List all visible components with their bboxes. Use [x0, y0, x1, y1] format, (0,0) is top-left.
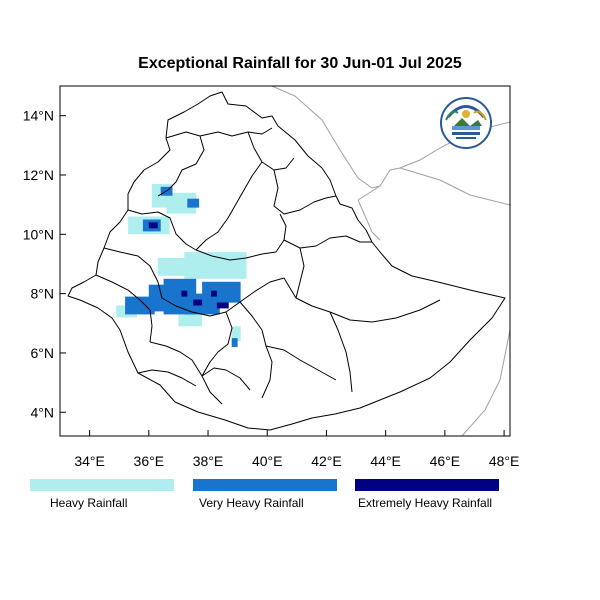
rain-cell-very-heavy — [231, 338, 238, 347]
lon-tick-label: 40°E — [252, 453, 283, 469]
latitude-ticks: 4°N 6°N 8°N 10°N 12°N 14°N — [23, 108, 66, 420]
lon-tick-label: 36°E — [134, 453, 165, 469]
rain-cell-heavy — [178, 314, 203, 327]
lon-tick-label: 48°E — [489, 453, 520, 469]
rain-cell-heavy — [231, 326, 241, 342]
lat-tick-label: 12°N — [23, 167, 54, 183]
lon-tick-label: 46°E — [430, 453, 461, 469]
lon-tick-label: 34°E — [74, 453, 105, 469]
rain-layer — [116, 183, 247, 347]
rain-cell-heavy — [166, 192, 197, 214]
ethiopia-borders — [67, 91, 506, 431]
lat-tick-label: 8°N — [31, 286, 55, 302]
rain-cell-extremely-heavy — [193, 299, 203, 306]
map-title: Exceptional Rainfall for 30 Jun-01 Jul 2… — [138, 55, 462, 72]
rain-cell-very-heavy — [125, 296, 155, 315]
rain-cell-very-heavy — [187, 198, 200, 208]
rain-cell-very-heavy — [202, 281, 241, 303]
legend-swatch-heavy — [30, 479, 174, 491]
region-boundaries — [95, 127, 441, 405]
legend-label-heavy: Heavy Rainfall — [50, 496, 128, 510]
lon-tick-label: 42°E — [311, 453, 342, 469]
rain-cell-extremely-heavy — [148, 222, 158, 229]
legend-swatch-very-heavy — [193, 479, 337, 491]
lat-tick-label: 14°N — [23, 108, 54, 124]
map-frame — [59, 85, 511, 437]
rain-cell-heavy — [184, 252, 247, 279]
lat-tick-label: 4°N — [31, 404, 55, 420]
lon-tick-label: 44°E — [370, 453, 401, 469]
ethiopian-meteorology-institute-logo — [440, 97, 492, 149]
rain-cell-extremely-heavy — [211, 290, 217, 297]
legend-label-extremely-heavy: Extremely Heavy Rainfall — [358, 496, 493, 510]
lat-tick-label: 10°N — [23, 226, 54, 242]
legend-swatch-extremely-heavy — [355, 479, 499, 491]
rain-cell-extremely-heavy — [216, 302, 229, 309]
lon-tick-label: 38°E — [193, 453, 224, 469]
lat-tick-label: 6°N — [31, 345, 55, 361]
ethiopia-outline — [67, 91, 506, 431]
legend-label-very-heavy: Very Heavy Rainfall — [199, 496, 304, 510]
rain-cell-heavy — [157, 258, 194, 276]
longitude-ticks: 34°E 36°E 38°E 40°E 42°E 44°E 46°E 48°E — [74, 430, 519, 469]
rain-cell-extremely-heavy — [181, 290, 188, 297]
neighbor-borders — [271, 86, 510, 436]
